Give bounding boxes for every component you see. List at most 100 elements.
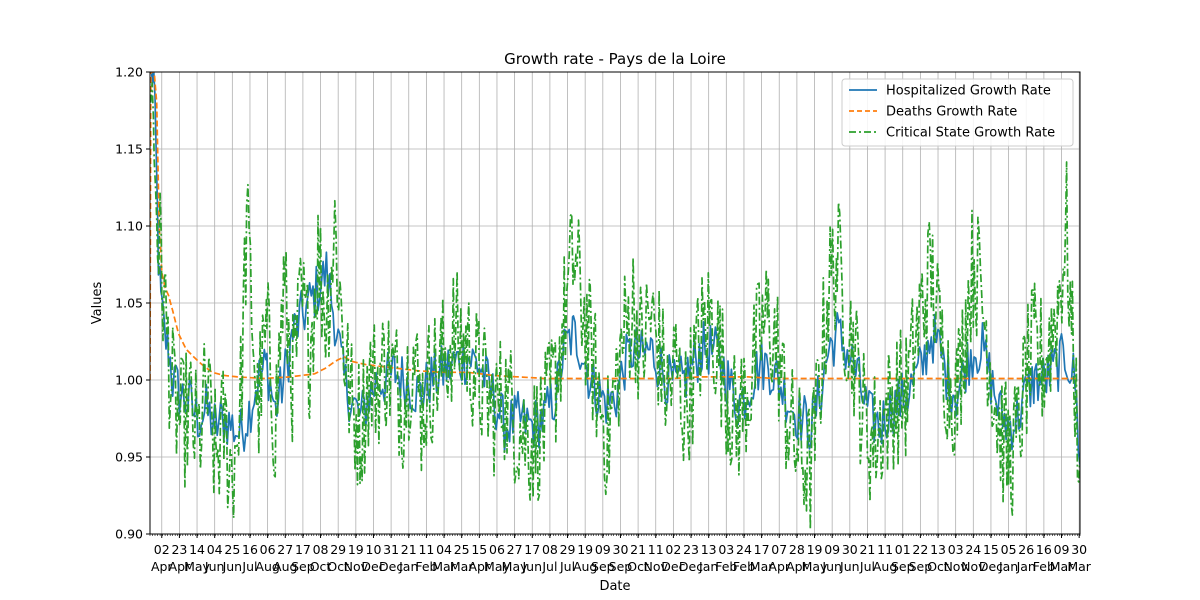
x-axis-label: Date	[599, 579, 630, 594]
x-tick-label-day: 15	[471, 542, 487, 557]
x-tick-label-day: 04	[436, 542, 452, 557]
x-tick-label-month: Jul	[241, 559, 257, 574]
x-tick-label-month: Jul	[559, 559, 575, 574]
x-tick-label-month: Oct	[627, 559, 649, 574]
legend-label: Deaths Growth Rate	[886, 105, 1017, 120]
x-tick-label-day: 02	[154, 542, 170, 557]
x-tick-label-day: 07	[771, 542, 787, 557]
x-tick-label-day: 13	[701, 542, 717, 557]
x-tick-label-month: Mar	[432, 559, 456, 574]
x-tick-label-day: 24	[736, 542, 752, 557]
x-tick-label-day: 02	[665, 542, 681, 557]
y-tick-label: 0.90	[115, 527, 143, 542]
x-tick-label-month: Feb	[733, 559, 755, 574]
x-tick-label-month: Dec	[361, 559, 385, 574]
x-tick-label-day: 26	[1018, 542, 1034, 557]
x-tick-label-day: 04	[207, 542, 223, 557]
x-tick-label-day: 08	[313, 542, 329, 557]
legend-label: Critical State Growth Rate	[886, 126, 1055, 141]
x-tick-label-month: Mar	[750, 559, 774, 574]
x-tick-label-month: Oct	[327, 559, 349, 574]
x-tick-label-month: Sep	[609, 559, 633, 574]
x-tick-label-month: Oct	[927, 559, 949, 574]
x-tick-label-day: 11	[648, 542, 664, 557]
y-axis-label: Values	[90, 282, 105, 325]
x-tick-label-month: May	[502, 559, 528, 574]
x-tick-label-day: 16	[1036, 542, 1052, 557]
x-axis: 02Apr23Apr14May04Jun25Jun16Jul06Aug27Aug…	[149, 534, 1092, 574]
x-tick-label-month: Apr	[169, 559, 191, 574]
x-tick-label-month: Apr	[151, 559, 173, 574]
x-tick-label-day: 29	[330, 542, 346, 557]
x-tick-label-day: 27	[277, 542, 293, 557]
x-tick-label-month: Aug	[273, 559, 297, 574]
x-tick-label-month: Aug	[573, 559, 597, 574]
x-tick-label-month: Apr	[786, 559, 808, 574]
x-tick-label-month: Jun	[821, 559, 842, 574]
x-tick-label-month: Sep	[909, 559, 933, 574]
x-tick-label-day: 19	[807, 542, 823, 557]
x-tick-label-day: 03	[948, 542, 964, 557]
x-tick-label-month: Jan	[698, 559, 718, 574]
x-tick-label-day: 23	[683, 542, 699, 557]
x-tick-label-month: Mar	[1050, 559, 1074, 574]
x-tick-label-month: Jan	[1016, 559, 1036, 574]
x-tick-label-month: Jun	[839, 559, 860, 574]
chart-title: Growth rate - Pays de la Loire	[504, 50, 726, 68]
x-tick-label-month: Jun	[204, 559, 225, 574]
x-tick-label-day: 09	[1054, 542, 1070, 557]
x-tick-label-day: 21	[859, 542, 875, 557]
x-tick-label-day: 24	[965, 542, 981, 557]
x-tick-label-day: 17	[295, 542, 311, 557]
y-tick-label: 1.00	[115, 373, 143, 388]
x-tick-label-month: May	[184, 559, 210, 574]
x-tick-label-month: Jul	[859, 559, 875, 574]
y-axis: 0.90 0.95 1.00 1.05 1.10 1.15 1.20	[115, 65, 150, 542]
x-tick-label-month: Apr	[768, 559, 790, 574]
x-tick-label-day: 30	[1071, 542, 1087, 557]
x-tick-label-month: Dec	[379, 559, 403, 574]
x-tick-label-month: Sep	[591, 559, 615, 574]
x-tick-label-day: 13	[930, 542, 946, 557]
x-tick-label-day: 08	[542, 542, 558, 557]
x-tick-label-day: 11	[418, 542, 434, 557]
x-tick-label-month: Apr	[469, 559, 491, 574]
x-tick-label-day: 19	[577, 542, 593, 557]
x-tick-label-month: Nov	[344, 559, 369, 574]
x-minor-ticks	[149, 534, 1081, 536]
x-tick-label-day: 25	[224, 542, 240, 557]
x-tick-label-day: 11	[877, 542, 893, 557]
x-tick-label-day: 21	[401, 542, 417, 557]
x-tick-label-day: 05	[1001, 542, 1017, 557]
x-tick-label-month: May	[802, 559, 828, 574]
x-tick-label-day: 27	[507, 542, 523, 557]
legend-box	[841, 78, 1074, 147]
x-tick-label-day: 06	[260, 542, 276, 557]
legend-label: Hospitalized Growth Rate	[886, 84, 1051, 99]
series-line-deaths-growth-rate	[150, 72, 1080, 381]
y-tick-label: 1.05	[115, 296, 143, 311]
x-tick-label-month: Sep	[291, 559, 315, 574]
x-tick-label-month: Jun	[222, 559, 243, 574]
x-tick-label-month: Dec	[979, 559, 1003, 574]
x-tick-label-day: 17	[754, 542, 770, 557]
y-tick-label: 1.10	[115, 219, 143, 234]
x-tick-label-day: 30	[842, 542, 858, 557]
x-tick-label-day: 30	[613, 542, 629, 557]
x-tick-label-month: Aug	[255, 559, 279, 574]
x-tick-label-day: 25	[454, 542, 470, 557]
x-tick-label-month: Feb	[1033, 559, 1055, 574]
x-tick-label-day: 01	[895, 542, 911, 557]
x-tick-label-day: 09	[824, 542, 840, 557]
x-tick-label-day: 19	[348, 542, 364, 557]
x-tick-label-month: May	[484, 559, 510, 574]
x-tick-label-month: Aug	[873, 559, 897, 574]
x-tick-label-day: 03	[718, 542, 734, 557]
x-tick-label-month: Jan	[998, 559, 1018, 574]
x-tick-label-day: 06	[489, 542, 505, 557]
x-tick-label-day: 28	[789, 542, 805, 557]
x-tick-label-month: Sep	[891, 559, 915, 574]
x-tick-label-month: Feb	[415, 559, 437, 574]
y-tick-label: 1.20	[115, 65, 143, 80]
y-tick-label: 0.95	[115, 450, 143, 465]
